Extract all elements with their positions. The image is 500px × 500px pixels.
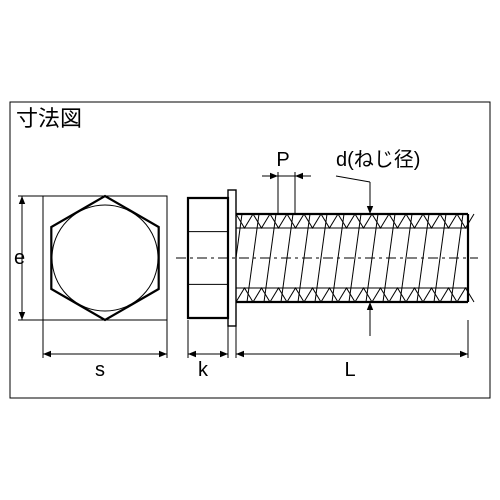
label-L: L	[344, 359, 355, 381]
dimension-P: P	[262, 149, 311, 214]
dimension-e: e	[14, 196, 43, 320]
label-s: s	[95, 359, 105, 381]
label-d: d(ねじ径)	[336, 148, 420, 171]
diagram-title: 寸法図	[16, 106, 82, 131]
dimension-k: k	[188, 320, 228, 381]
bolt-dimension-diagram: 寸法図 e s	[0, 0, 500, 500]
label-P: P	[276, 149, 289, 171]
bolt-side-view	[176, 190, 478, 326]
dimension-s: s	[43, 312, 167, 381]
dimension-L: L	[236, 320, 468, 381]
label-k: k	[198, 359, 209, 381]
label-e: e	[14, 247, 25, 269]
hex-head-top-view	[43, 196, 167, 320]
